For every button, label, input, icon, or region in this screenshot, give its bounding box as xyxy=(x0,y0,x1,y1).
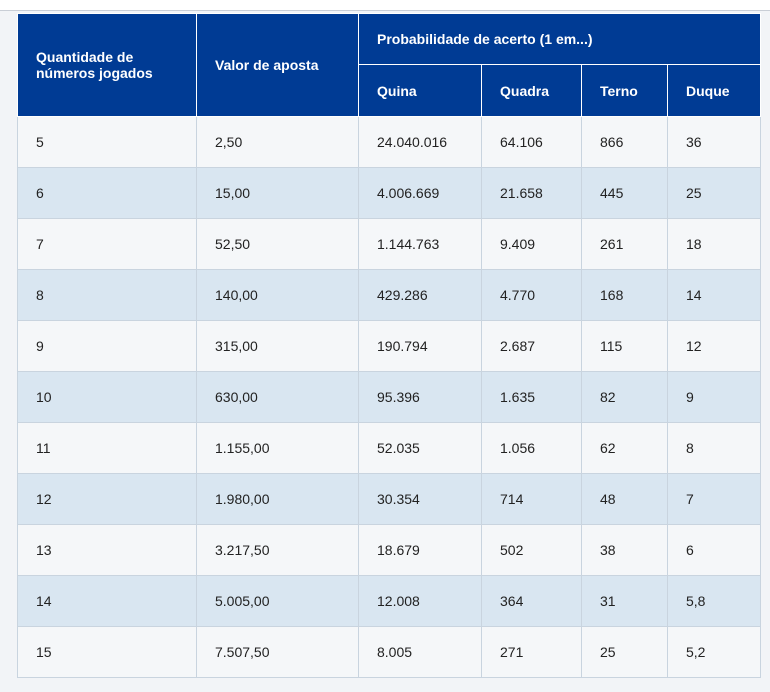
cell-terno: 866 xyxy=(581,116,668,168)
cell-terno: 445 xyxy=(581,167,668,219)
header-quina: Quina xyxy=(358,64,482,117)
cell-terno: 115 xyxy=(581,320,668,372)
header-probability-label: Probabilidade de acerto (1 em...) xyxy=(377,31,593,47)
cell-quantity: 10 xyxy=(17,371,197,423)
cell-quantity: 12 xyxy=(17,473,197,525)
cell-quina: 24.040.016 xyxy=(358,116,482,168)
cell-quadra: 1.056 xyxy=(481,422,582,474)
cell-duque: 25 xyxy=(666,167,762,219)
cell-quadra: 64.106 xyxy=(481,116,582,168)
cell-quina: 18.679 xyxy=(358,524,482,576)
header-probability-group: Probabilidade de acerto (1 em...) xyxy=(357,13,762,65)
cell-bet-value: 52,50 xyxy=(196,218,359,270)
cell-duque: 6 xyxy=(666,524,762,576)
cell-quina: 4.006.669 xyxy=(358,167,482,219)
top-divider xyxy=(0,10,770,11)
table-row: 9 315,00 190.794 2.687 115 12 xyxy=(17,320,762,372)
cell-quantity: 6 xyxy=(17,167,197,219)
cell-terno: 62 xyxy=(581,422,668,474)
cell-terno: 168 xyxy=(581,269,668,321)
header-row-top: Quantidade de números jogados Valor de a… xyxy=(17,13,762,117)
cell-quantity: 11 xyxy=(17,422,197,474)
cell-quadra: 4.770 xyxy=(481,269,582,321)
cell-bet-value: 5.005,00 xyxy=(196,575,359,627)
cell-quadra: 1.635 xyxy=(481,371,582,423)
cell-quina: 190.794 xyxy=(358,320,482,372)
cell-bet-value: 7.507,50 xyxy=(196,626,359,678)
table-row: 12 1.980,00 30.354 714 48 7 xyxy=(17,473,762,525)
cell-quina: 30.354 xyxy=(358,473,482,525)
header-quantity: Quantidade de números jogados xyxy=(17,13,197,117)
cell-terno: 25 xyxy=(581,626,668,678)
cell-duque: 36 xyxy=(666,116,762,168)
cell-duque: 18 xyxy=(666,218,762,270)
cell-duque: 9 xyxy=(666,371,762,423)
cell-terno: 82 xyxy=(581,371,668,423)
table-container: Quantidade de números jogados Valor de a… xyxy=(0,11,770,692)
table-body: 5 2,50 24.040.016 64.106 866 36 6 15,00 4.006.66… xyxy=(17,116,762,678)
header-bet-value: Valor de aposta xyxy=(196,13,359,117)
cell-quantity: 8 xyxy=(17,269,197,321)
table-row: 15 7.507,50 8.005 271 25 5,2 xyxy=(17,626,762,678)
cell-bet-value: 630,00 xyxy=(196,371,359,423)
table-header: Quantidade de números jogados Valor de a… xyxy=(17,13,762,117)
table-row: 11 1.155,00 52.035 1.056 62 8 xyxy=(17,422,762,474)
table-row: 8 140,00 429.286 4.770 168 14 xyxy=(17,269,762,321)
header-bet-value-label: Valor de aposta xyxy=(215,57,319,73)
cell-bet-value: 315,00 xyxy=(196,320,359,372)
header-row-bottom: Quina Quadra Terno Duque xyxy=(18,64,762,117)
cell-bet-value: 15,00 xyxy=(196,167,359,219)
cell-bet-value: 2,50 xyxy=(196,116,359,168)
cell-quina: 1.144.763 xyxy=(358,218,482,270)
cell-duque: 14 xyxy=(666,269,762,321)
table-row: 7 52,50 1.144.763 9.409 261 18 xyxy=(17,218,762,270)
cell-quadra: 9.409 xyxy=(481,218,582,270)
cell-duque: 8 xyxy=(666,422,762,474)
cell-quantity: 14 xyxy=(17,575,197,627)
odds-table: Quantidade de números jogados Valor de a… xyxy=(17,13,762,678)
cell-quadra: 364 xyxy=(481,575,582,627)
cell-duque: 5,8 xyxy=(666,575,762,627)
table-row: 13 3.217,50 18.679 502 38 6 xyxy=(17,524,762,576)
cell-bet-value: 1.155,00 xyxy=(196,422,359,474)
header-quantity-label: Quantidade de números jogados xyxy=(36,49,153,81)
cell-quina: 8.005 xyxy=(358,626,482,678)
cell-quantity: 5 xyxy=(17,116,197,168)
cell-quantity: 15 xyxy=(17,626,197,678)
cell-duque: 7 xyxy=(666,473,762,525)
cell-quantity: 13 xyxy=(17,524,197,576)
table-row: 10 630,00 95.396 1.635 82 9 xyxy=(17,371,762,423)
cell-quantity: 9 xyxy=(17,320,197,372)
table-row: 6 15,00 4.006.669 21.658 445 25 xyxy=(17,167,762,219)
cell-quina: 429.286 xyxy=(358,269,482,321)
table-row: 5 2,50 24.040.016 64.106 866 36 xyxy=(17,116,762,168)
cell-duque: 12 xyxy=(666,320,762,372)
header-quadra: Quadra xyxy=(481,64,582,117)
cell-terno: 31 xyxy=(581,575,668,627)
cell-bet-value: 140,00 xyxy=(196,269,359,321)
header-duque: Duque xyxy=(666,64,762,117)
cell-quadra: 714 xyxy=(481,473,582,525)
cell-terno: 38 xyxy=(581,524,668,576)
cell-quadra: 2.687 xyxy=(481,320,582,372)
cell-quadra: 271 xyxy=(481,626,582,678)
cell-terno: 48 xyxy=(581,473,668,525)
cell-duque: 5,2 xyxy=(666,626,762,678)
cell-bet-value: 1.980,00 xyxy=(196,473,359,525)
cell-quina: 12.008 xyxy=(358,575,482,627)
cell-bet-value: 3.217,50 xyxy=(196,524,359,576)
cell-quina: 95.396 xyxy=(358,371,482,423)
cell-quadra: 502 xyxy=(481,524,582,576)
cell-quantity: 7 xyxy=(17,218,197,270)
cell-quina: 52.035 xyxy=(358,422,482,474)
table-row: 14 5.005,00 12.008 364 31 5,8 xyxy=(17,575,762,627)
cell-terno: 261 xyxy=(581,218,668,270)
header-terno: Terno xyxy=(581,64,668,117)
cell-quadra: 21.658 xyxy=(481,167,582,219)
